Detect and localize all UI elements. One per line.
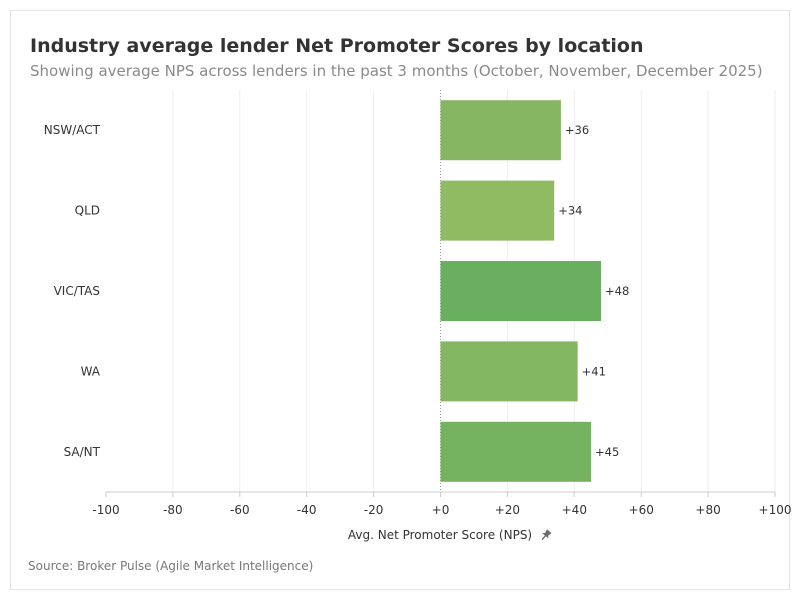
- x-tick-label: +80: [695, 503, 720, 517]
- chart-subtitle: Showing average NPS across lenders in th…: [30, 62, 763, 80]
- x-tick-label: +0: [432, 503, 450, 517]
- category-label: QLD: [75, 204, 100, 218]
- chart-frame: [10, 10, 790, 590]
- x-axis-title: Avg. Net Promoter Score (NPS): [348, 528, 532, 542]
- category-label: WA: [81, 364, 101, 378]
- source-note: Source: Broker Pulse (Agile Market Intel…: [28, 559, 314, 573]
- data-label: +41: [582, 364, 606, 378]
- bar-nsw-act[interactable]: [440, 100, 561, 161]
- x-tick-label: +60: [629, 503, 654, 517]
- data-label: +36: [565, 123, 589, 137]
- pin-icon[interactable]: [541, 529, 552, 541]
- category-label: NSW/ACT: [44, 123, 101, 137]
- x-tick-label: -60: [230, 503, 250, 517]
- x-tick-label: -20: [364, 503, 384, 517]
- x-tick-label: +100: [759, 503, 792, 517]
- bar-sa-nt[interactable]: [440, 421, 592, 482]
- category-label: VIC/TAS: [54, 284, 100, 298]
- x-tick-label: +20: [495, 503, 520, 517]
- x-tick-label: -40: [297, 503, 317, 517]
- x-tick-label: -100: [92, 503, 119, 517]
- data-label: +48: [605, 284, 629, 298]
- data-label: +45: [595, 445, 619, 459]
- x-tick-label: +40: [562, 503, 587, 517]
- bar-wa[interactable]: [440, 341, 578, 402]
- x-tick-label: -80: [163, 503, 183, 517]
- data-label: +34: [558, 204, 582, 218]
- category-label: SA/NT: [64, 445, 101, 459]
- bar-vic-tas[interactable]: [440, 261, 602, 321]
- bar-qld[interactable]: [440, 180, 555, 241]
- chart-title: Industry average lender Net Promoter Sco…: [30, 35, 644, 57]
